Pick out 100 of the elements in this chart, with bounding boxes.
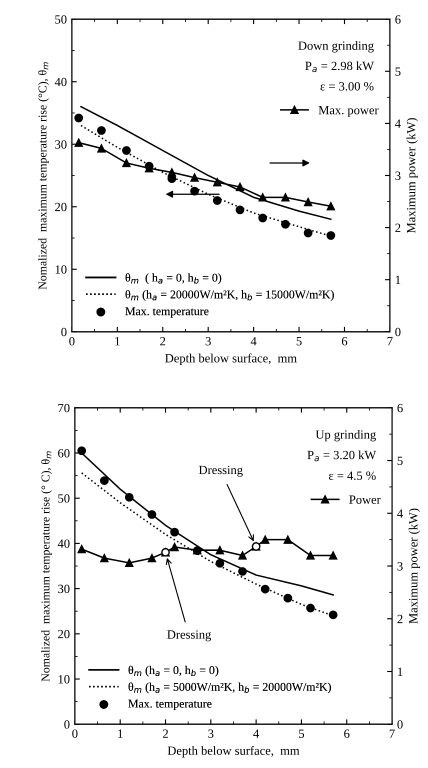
annotation: Down grinding — [298, 41, 374, 52]
annotation: ε = 3.00 % — [320, 82, 374, 91]
point — [258, 214, 268, 222]
y-tick-label: 0 — [61, 328, 67, 336]
y2-tick-label: 5 — [395, 67, 401, 76]
point — [100, 476, 109, 485]
point — [284, 535, 292, 544]
x-tick-label: 5 — [296, 337, 302, 346]
y-tick-label: 10 — [56, 265, 67, 274]
x-tick-label: 2 — [160, 337, 166, 346]
point — [328, 551, 338, 560]
point — [304, 228, 313, 238]
x-tick-label: 5 — [299, 730, 304, 738]
y-tick-label: 60 — [58, 449, 70, 458]
y2-tick-label: 1 — [398, 668, 402, 676]
y2-tick-label: 3 — [395, 172, 401, 180]
legend-label: θ$_{m}$ (h$_{a}$ = 0, h$_{b}$ = 0) — [128, 666, 218, 677]
x-tick-label: 6 — [344, 729, 350, 738]
point — [238, 551, 247, 560]
point — [281, 220, 290, 229]
x-tick-label: 6 — [342, 337, 348, 346]
legend-label: θ$_{m}$ (h$_{a}$ = 20000W/m²K, h$_{b}$ = 15000W/m²K) — [126, 290, 334, 301]
point — [190, 173, 199, 182]
x-tick-label: 4 — [253, 730, 260, 738]
point — [148, 554, 156, 562]
point — [213, 178, 222, 186]
y2-tick-label: 6 — [397, 404, 403, 412]
y2-axis-title: Maximum power (kW) — [406, 118, 418, 234]
annotation: ε = 4.5 % — [328, 471, 376, 480]
x-tick-label: 7 — [390, 730, 395, 738]
point — [281, 193, 290, 202]
point — [170, 528, 179, 536]
y2-tick-label: 1 — [396, 276, 400, 284]
point — [212, 196, 222, 205]
point — [238, 567, 247, 576]
point — [125, 558, 134, 568]
point — [216, 558, 224, 568]
x-tick-label: 4 — [250, 337, 257, 346]
point — [100, 554, 109, 562]
point — [122, 158, 131, 168]
legend-label: Max. temperature — [125, 307, 209, 318]
point — [190, 186, 199, 196]
y-tick-label: 20 — [55, 202, 67, 212]
y-tick-label: 30 — [55, 140, 67, 149]
x-tick-label: 7 — [388, 337, 393, 346]
y2-tick-label: 3 — [398, 562, 403, 570]
x-axis-title: Depth below surface, mm — [165, 354, 297, 365]
legend-label: θ$_{m}$ (h$_{a}$ = 5000W/m²K, h$_{b}$ = 20000W/m²K) — [128, 682, 331, 694]
point — [78, 544, 86, 554]
y-tick-label: 10 — [58, 675, 70, 684]
y-tick-label: 70 — [58, 404, 70, 412]
legend-label: Power — [349, 496, 381, 504]
point — [236, 182, 244, 192]
point — [74, 138, 83, 147]
y2-tick-label: 4 — [397, 509, 403, 518]
y-tick-label: 0 — [64, 720, 70, 729]
legend-label: Max. power — [318, 106, 379, 117]
x-tick-label: 3 — [206, 337, 211, 346]
y-tick-label: 50 — [58, 494, 70, 503]
y-axis-title: Nomalized maximum temperature rise (°C), θ$_{m}$ — [38, 62, 49, 290]
point — [170, 542, 179, 552]
point — [124, 492, 134, 502]
point — [283, 594, 292, 602]
y-tick-label: 40 — [58, 539, 70, 548]
annotation: Up grinding — [316, 430, 376, 442]
point — [328, 610, 338, 620]
point — [236, 206, 244, 214]
y-tick-label: 40 — [54, 78, 67, 86]
y2-tick-label: 4 — [395, 120, 401, 128]
legend-label: Max. temperature — [128, 700, 212, 710]
y2-tick-label: 2 — [395, 224, 400, 232]
x-tick-label: 2 — [162, 729, 168, 738]
point — [168, 168, 176, 177]
y2-tick-label: 0 — [397, 720, 403, 729]
point — [216, 546, 224, 554]
x-tick-label: 1 — [118, 730, 123, 738]
point — [97, 144, 106, 153]
point — [74, 114, 84, 122]
y2-tick-label: 0 — [395, 328, 401, 336]
x-tick-label: 0 — [72, 729, 78, 738]
annotation: P$_{a}$ = 3.20 kW — [307, 450, 376, 462]
y2-tick-label: 2 — [397, 614, 402, 624]
point — [97, 126, 106, 135]
legend-label: θ$_{m}$ ( h$_{a}$ = 0, h$_{b}$ = 0) — [126, 273, 222, 284]
x-axis-title: Depth below surface, mm — [168, 746, 300, 758]
point — [148, 510, 156, 519]
x-tick-label: 3 — [208, 729, 214, 738]
x-tick-label: 1 — [115, 337, 120, 346]
point — [258, 193, 267, 202]
point — [306, 604, 315, 612]
point — [260, 584, 270, 594]
y2-tick-label: 5 — [398, 456, 403, 466]
point — [304, 198, 312, 206]
y-axis-title: Nomalized maximum temperature rise (° C), θ$_{m}$ — [41, 451, 52, 682]
y-tick-label: 50 — [55, 15, 67, 24]
annotation: Dressing — [198, 466, 243, 477]
annotation: P$_{a}$ = 2.98 kW — [305, 61, 374, 72]
point — [261, 535, 270, 544]
annotation: Dressing — [167, 630, 212, 642]
y-tick-label: 30 — [58, 584, 70, 594]
